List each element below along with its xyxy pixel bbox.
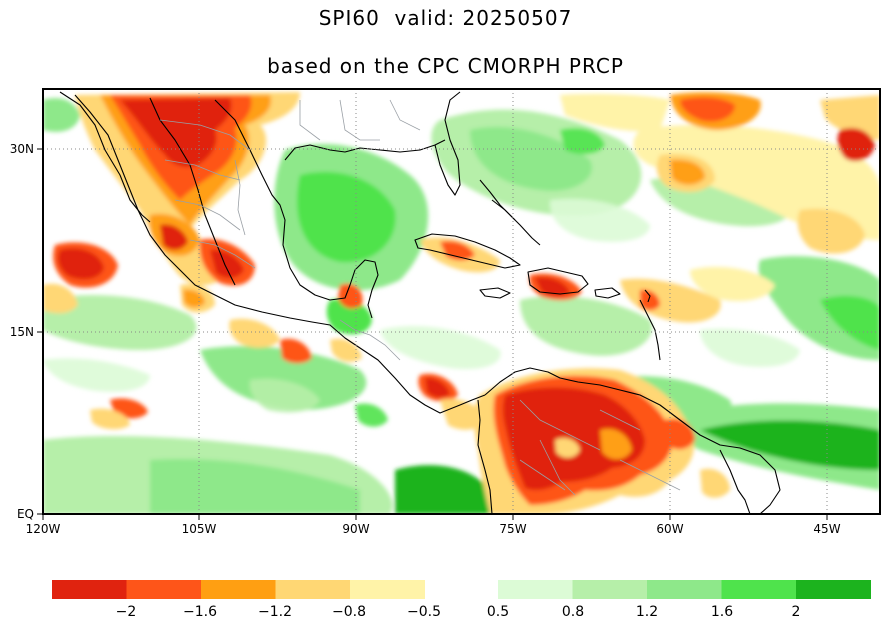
legend-neg-swatch-3 xyxy=(275,580,351,599)
legend-negative-bins xyxy=(52,580,425,599)
legend-neg-swatch-0 xyxy=(52,580,127,599)
legend-neg-swatch-1 xyxy=(126,580,202,599)
legend-pos-swatch-3 xyxy=(721,580,797,599)
legend-neg-swatch-2 xyxy=(201,580,276,599)
legend-label-1-6: 1.6 xyxy=(711,604,733,620)
legend-label-neg0-5: −0.5 xyxy=(407,604,441,620)
legend-label-neg2: −2 xyxy=(116,604,137,620)
legend-pos-swatch-1 xyxy=(572,580,648,599)
spi-field xyxy=(43,92,880,514)
lon-label-75w: 75W xyxy=(499,522,526,536)
lon-label-120w: 120W xyxy=(26,522,61,536)
texture-patches xyxy=(43,128,800,427)
legend-label-neg0-8: −0.8 xyxy=(332,604,366,620)
lon-label-45w: 45W xyxy=(813,522,840,536)
legend-positive-bins xyxy=(498,580,871,599)
legend-label-0-8: 0.8 xyxy=(562,604,584,620)
map-frame xyxy=(42,88,881,515)
lat-label-eq: EQ xyxy=(17,507,34,521)
lon-label-105w: 105W xyxy=(182,522,217,536)
legend-pos-swatch-2 xyxy=(647,580,722,599)
legend-pos-swatch-4 xyxy=(796,580,871,599)
lon-label-60w: 60W xyxy=(656,522,683,536)
map-subtitle: based on the CPC CMORPH PRCP xyxy=(267,54,624,78)
lon-label-90w: 90W xyxy=(342,522,369,536)
legend-label-1-2: 1.2 xyxy=(636,604,658,620)
coastlines xyxy=(59,91,781,514)
legend-label-0-5: 0.5 xyxy=(487,604,509,620)
legend-label-neg1-2: −1.2 xyxy=(258,604,292,620)
legend-label-2: 2 xyxy=(792,604,801,620)
lat-label-15n: 15N xyxy=(10,325,34,339)
legend-neg-swatch-4 xyxy=(350,580,425,599)
wet-areas xyxy=(43,98,880,514)
tick-marks xyxy=(37,148,828,520)
legend-label-neg1-6: −1.6 xyxy=(183,604,217,620)
grid-lines xyxy=(43,89,880,514)
lat-label-30n: 30N xyxy=(10,142,34,156)
legend-pos-swatch-0 xyxy=(498,580,573,599)
map-title: SPI60 valid: 20250507 xyxy=(318,6,573,30)
dry-areas xyxy=(43,92,880,514)
axis-labels: 120W 105W 90W 75W 60W 45W EQ 15N 30N xyxy=(10,142,841,536)
